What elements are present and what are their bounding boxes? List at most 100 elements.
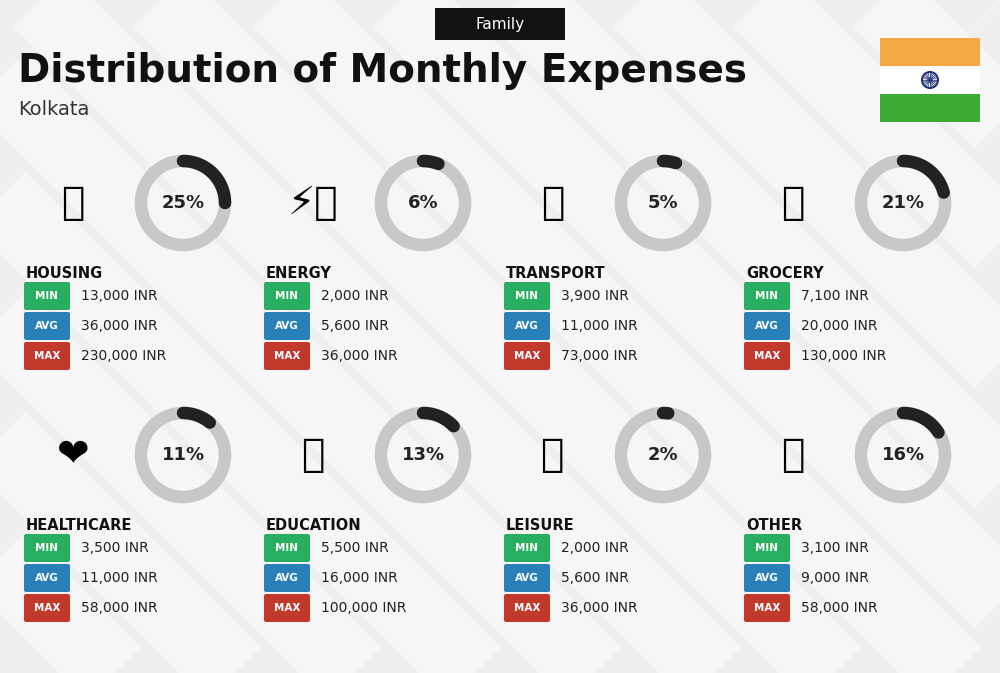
Text: AVG: AVG [35, 321, 59, 331]
FancyBboxPatch shape [744, 312, 790, 340]
Text: 230,000 INR: 230,000 INR [81, 349, 166, 363]
Text: 3,500 INR: 3,500 INR [81, 541, 149, 555]
Text: 58,000 INR: 58,000 INR [81, 601, 158, 615]
Bar [880, 94, 980, 122]
Text: OTHER: OTHER [746, 518, 802, 533]
FancyBboxPatch shape [504, 282, 550, 310]
Text: MAX: MAX [754, 603, 780, 613]
Text: 36,000 INR: 36,000 INR [321, 349, 398, 363]
Text: MIN: MIN [756, 291, 778, 301]
Text: AVG: AVG [275, 573, 299, 583]
Text: AVG: AVG [755, 573, 779, 583]
FancyBboxPatch shape [264, 312, 310, 340]
Text: 58,000 INR: 58,000 INR [801, 601, 878, 615]
Text: 100,000 INR: 100,000 INR [321, 601, 406, 615]
Text: 7,100 INR: 7,100 INR [801, 289, 869, 303]
Text: 2%: 2% [648, 446, 678, 464]
FancyBboxPatch shape [744, 282, 790, 310]
Text: 🛍️: 🛍️ [541, 436, 565, 474]
FancyBboxPatch shape [264, 282, 310, 310]
FancyBboxPatch shape [744, 534, 790, 562]
Text: 20,000 INR: 20,000 INR [801, 319, 878, 333]
Text: MAX: MAX [274, 351, 300, 361]
Text: ❤️: ❤️ [57, 436, 89, 474]
FancyBboxPatch shape [504, 594, 550, 622]
FancyBboxPatch shape [504, 342, 550, 370]
Text: MAX: MAX [754, 351, 780, 361]
FancyBboxPatch shape [264, 564, 310, 592]
Text: LEISURE: LEISURE [506, 518, 575, 533]
Text: MIN: MIN [516, 291, 538, 301]
Text: 🛒: 🛒 [781, 184, 805, 222]
Text: MIN: MIN [516, 543, 538, 553]
Text: 25%: 25% [161, 194, 205, 212]
Text: AVG: AVG [275, 321, 299, 331]
FancyBboxPatch shape [504, 564, 550, 592]
Text: MIN: MIN [36, 543, 58, 553]
FancyBboxPatch shape [24, 564, 70, 592]
Text: MIN: MIN [756, 543, 778, 553]
FancyBboxPatch shape [24, 342, 70, 370]
Text: AVG: AVG [35, 573, 59, 583]
Text: 5,600 INR: 5,600 INR [321, 319, 389, 333]
Text: MAX: MAX [34, 351, 60, 361]
Text: 2,000 INR: 2,000 INR [321, 289, 389, 303]
Text: 🎓: 🎓 [301, 436, 325, 474]
FancyBboxPatch shape [264, 534, 310, 562]
Bar [880, 38, 980, 66]
Text: ⚡🏠: ⚡🏠 [288, 184, 338, 222]
Text: GROCERY: GROCERY [746, 266, 824, 281]
Text: 2,000 INR: 2,000 INR [561, 541, 629, 555]
Text: AVG: AVG [515, 321, 539, 331]
Text: AVG: AVG [515, 573, 539, 583]
Text: TRANSPORT: TRANSPORT [506, 266, 606, 281]
Text: MIN: MIN [276, 291, 298, 301]
Text: 73,000 INR: 73,000 INR [561, 349, 638, 363]
Text: 36,000 INR: 36,000 INR [81, 319, 158, 333]
Text: 3,900 INR: 3,900 INR [561, 289, 629, 303]
Text: HOUSING: HOUSING [26, 266, 103, 281]
Text: 11,000 INR: 11,000 INR [81, 571, 158, 585]
Text: MAX: MAX [514, 603, 540, 613]
Text: 16,000 INR: 16,000 INR [321, 571, 398, 585]
FancyBboxPatch shape [744, 564, 790, 592]
FancyBboxPatch shape [24, 312, 70, 340]
Text: 13%: 13% [401, 446, 445, 464]
Text: MAX: MAX [514, 351, 540, 361]
Text: 5,500 INR: 5,500 INR [321, 541, 389, 555]
Text: Distribution of Monthly Expenses: Distribution of Monthly Expenses [18, 52, 747, 90]
FancyBboxPatch shape [504, 534, 550, 562]
FancyBboxPatch shape [744, 594, 790, 622]
FancyBboxPatch shape [435, 8, 565, 40]
Text: MAX: MAX [274, 603, 300, 613]
FancyBboxPatch shape [24, 282, 70, 310]
Text: Kolkata: Kolkata [18, 100, 89, 119]
Text: 11,000 INR: 11,000 INR [561, 319, 638, 333]
Text: HEALTHCARE: HEALTHCARE [26, 518, 132, 533]
Text: 6%: 6% [408, 194, 438, 212]
Text: 11%: 11% [161, 446, 205, 464]
Text: 16%: 16% [881, 446, 925, 464]
Text: 👛: 👛 [781, 436, 805, 474]
Bar [880, 66, 980, 94]
FancyBboxPatch shape [24, 534, 70, 562]
Text: 5,600 INR: 5,600 INR [561, 571, 629, 585]
Text: MIN: MIN [36, 291, 58, 301]
Text: 🏢: 🏢 [61, 184, 85, 222]
FancyBboxPatch shape [264, 594, 310, 622]
FancyBboxPatch shape [24, 594, 70, 622]
Text: 36,000 INR: 36,000 INR [561, 601, 638, 615]
Text: EDUCATION: EDUCATION [266, 518, 362, 533]
Text: Family: Family [475, 17, 525, 32]
FancyBboxPatch shape [744, 342, 790, 370]
Text: MIN: MIN [276, 543, 298, 553]
Text: 3,100 INR: 3,100 INR [801, 541, 869, 555]
Text: 🚌: 🚌 [541, 184, 565, 222]
Text: ENERGY: ENERGY [266, 266, 332, 281]
Text: 13,000 INR: 13,000 INR [81, 289, 158, 303]
Text: 9,000 INR: 9,000 INR [801, 571, 869, 585]
FancyBboxPatch shape [264, 342, 310, 370]
Text: AVG: AVG [755, 321, 779, 331]
FancyBboxPatch shape [504, 312, 550, 340]
Text: 130,000 INR: 130,000 INR [801, 349, 886, 363]
